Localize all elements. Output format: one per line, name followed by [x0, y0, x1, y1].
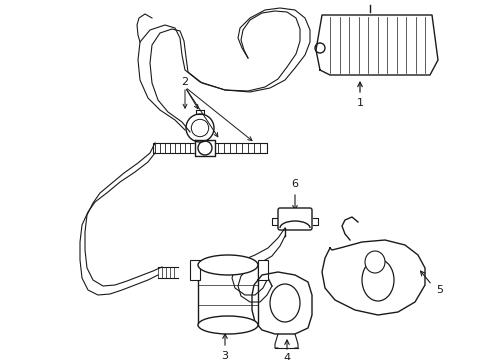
Text: 7: 7: [221, 321, 228, 331]
Ellipse shape: [270, 284, 300, 322]
Polygon shape: [252, 272, 312, 334]
Polygon shape: [198, 265, 258, 325]
Ellipse shape: [198, 316, 258, 334]
Text: 1: 1: [357, 98, 364, 108]
Text: 3: 3: [221, 351, 228, 360]
FancyBboxPatch shape: [278, 208, 312, 230]
Bar: [190, 260, 200, 280]
Polygon shape: [322, 240, 425, 315]
Ellipse shape: [365, 251, 385, 273]
Text: 6: 6: [292, 179, 298, 189]
Text: 2: 2: [181, 77, 189, 87]
Ellipse shape: [362, 259, 394, 301]
Ellipse shape: [198, 255, 258, 275]
Polygon shape: [195, 140, 215, 156]
Text: 5: 5: [437, 285, 443, 295]
Text: 4: 4: [283, 353, 291, 360]
Bar: [258, 260, 268, 280]
